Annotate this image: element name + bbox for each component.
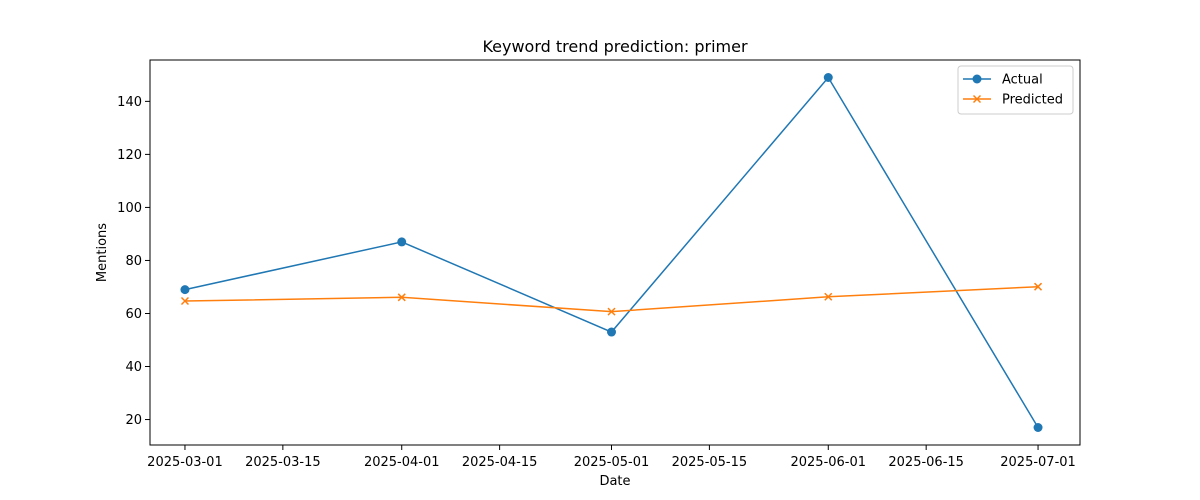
x-tick-label: 2025-03-01: [147, 455, 223, 470]
legend-item-actual: Actual: [963, 73, 1043, 88]
data-point-actual: [180, 285, 190, 295]
plot-area: [149, 59, 1081, 446]
data-point-predicted: [397, 293, 406, 302]
series-line-predicted: [184, 285, 1039, 313]
x-tick-label: 2025-05-15: [672, 455, 748, 470]
y-tick-label: 20: [125, 413, 142, 428]
y-tick-label: 100: [117, 201, 142, 216]
legend: Actual Predicted: [957, 65, 1074, 115]
x-tick-label: 2025-06-15: [888, 455, 964, 470]
x-tick-label: 2025-03-15: [245, 455, 321, 470]
chart-title: Keyword trend prediction: primer: [482, 37, 748, 56]
x-tick-label: 2025-04-01: [364, 455, 440, 470]
x-tick-label: 2025-05-01: [574, 455, 650, 470]
y-tick-label: 120: [117, 148, 142, 163]
series-line-actual: [184, 76, 1039, 428]
legend-box: [957, 65, 1074, 115]
data-point-predicted: [824, 292, 833, 301]
legend-marker: [972, 74, 982, 84]
data-point-predicted: [180, 296, 189, 306]
legend-marker: [972, 94, 982, 104]
legend-label: Predicted: [1002, 93, 1063, 108]
y-tick-label: 40: [125, 360, 142, 375]
data-point-actual: [1033, 423, 1043, 432]
data-point-predicted: [1034, 282, 1043, 291]
x-tick-label: 2025-04-15: [462, 455, 538, 470]
data-point-predicted: [607, 307, 616, 316]
y-tick-label: 80: [125, 254, 142, 269]
x-axis-label: Date: [599, 474, 630, 489]
y-tick-label: 60: [125, 307, 142, 322]
y-tick-label: 140: [117, 95, 142, 110]
data-point-actual: [397, 237, 407, 247]
data-point-actual: [823, 73, 833, 82]
legend-label: Actual: [1002, 73, 1043, 88]
x-tick-label: 2025-07-01: [1000, 455, 1076, 470]
legend-item-predicted: Predicted: [963, 93, 1063, 108]
y-axis-label: Mentions: [95, 223, 110, 282]
x-tick-label: 2025-06-01: [790, 455, 866, 470]
data-point-actual: [607, 327, 617, 337]
